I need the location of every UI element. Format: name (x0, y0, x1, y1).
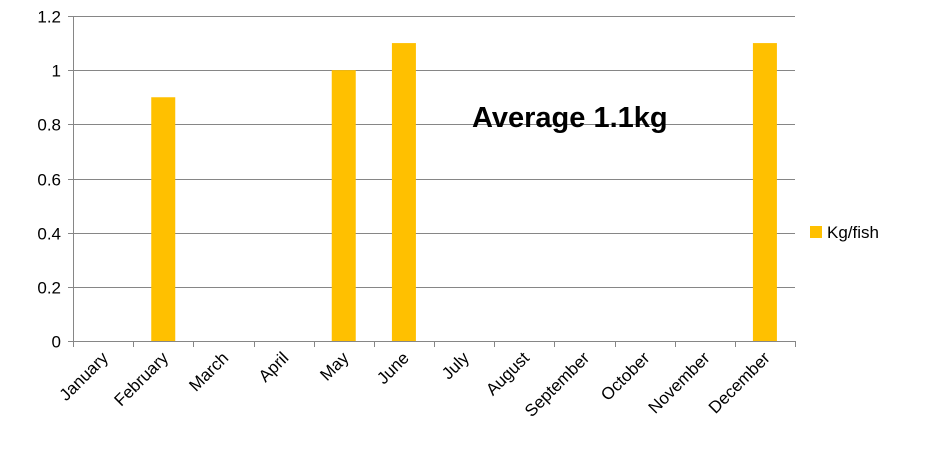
bars (151, 43, 777, 342)
legend-swatch (810, 226, 822, 238)
bar (752, 43, 777, 341)
average-annotation: Average 1.1kg (472, 102, 668, 134)
axes (68, 16, 796, 347)
y-tick-label: 0 (52, 333, 61, 352)
x-tick-label: September (521, 348, 593, 420)
x-tick-label: January (56, 348, 113, 405)
y-tick-label: 0.6 (37, 171, 61, 190)
gridlines (68, 16, 795, 288)
x-tick-label: August (482, 348, 533, 399)
y-tick-label: 0.4 (37, 225, 61, 244)
y-tick-label: 0.8 (37, 116, 61, 135)
y-tick-label: 1.2 (37, 8, 61, 27)
legend-label: Kg/fish (827, 223, 879, 242)
x-tick-label: March (185, 348, 232, 395)
x-tick-label: June (373, 348, 413, 388)
x-tick-label: July (438, 348, 473, 383)
y-tick-label: 1 (52, 62, 61, 81)
legend: Kg/fish (810, 223, 879, 242)
bar (331, 70, 356, 342)
x-tick-label: February (111, 348, 173, 410)
x-tick-label: October (597, 348, 653, 404)
x-tick-label: May (316, 348, 352, 384)
x-tick-label: April (255, 348, 292, 385)
x-tick-label: December (705, 348, 774, 417)
bar (151, 97, 176, 341)
y-tick-label: 0.2 (37, 279, 61, 298)
y-tick-labels: 0 0.2 0.4 0.6 0.8 1 1.2 (37, 8, 61, 352)
bar (391, 43, 416, 341)
x-tick-label: November (645, 348, 714, 417)
